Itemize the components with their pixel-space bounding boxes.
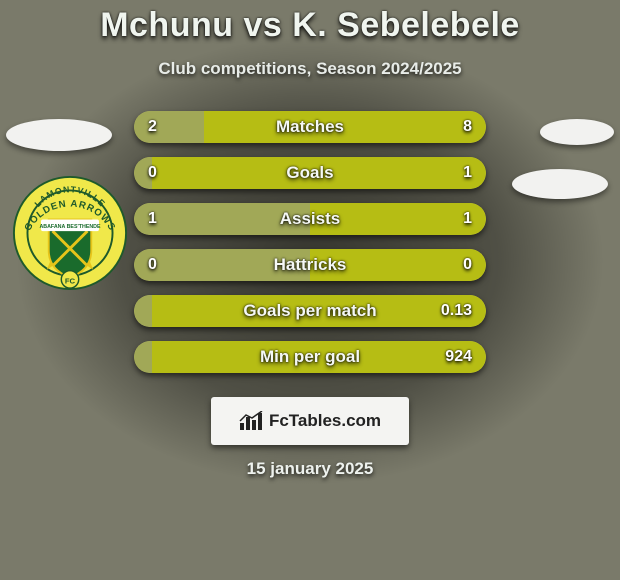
stat-label: Goals per match (134, 301, 486, 321)
stat-bar: 2Matches8 (134, 111, 486, 143)
watermark-badge: FcTables.com (211, 397, 409, 445)
stat-bar: Goals per match0.13 (134, 295, 486, 327)
stat-bar: 1Assists1 (134, 203, 486, 235)
player-left-photo-placeholder (6, 119, 112, 151)
bar-chart-icon (239, 411, 263, 431)
stat-label: Matches (134, 117, 486, 137)
generated-date: 15 january 2025 (0, 459, 620, 479)
comparison-panel: LAMONTVILLE GOLDEN ARROWS ABAFANA BES'TH… (0, 103, 620, 580)
stat-label: Min per goal (134, 347, 486, 367)
stats-bars: 2Matches80Goals11Assists10Hattricks0Goal… (134, 111, 486, 373)
watermark-text: FcTables.com (269, 411, 381, 431)
stat-label: Goals (134, 163, 486, 183)
player-right-photo-placeholder (540, 119, 614, 145)
stat-right-value: 924 (445, 348, 472, 366)
stat-right-value: 8 (463, 118, 472, 136)
page-title: Mchunu vs K. Sebelebele (100, 6, 520, 45)
stat-right-value: 1 (463, 210, 472, 228)
crest-fc-text: FC (65, 276, 76, 285)
stat-bar: 0Goals1 (134, 157, 486, 189)
stat-bar: Min per goal924 (134, 341, 486, 373)
stat-label: Assists (134, 209, 486, 229)
crest-banner-text: ABAFANA BES'THENDE (39, 224, 101, 230)
stat-right-value: 0.13 (441, 302, 472, 320)
stat-label: Hattricks (134, 255, 486, 275)
stat-right-value: 0 (463, 256, 472, 274)
stat-bar: 0Hattricks0 (134, 249, 486, 281)
player-left-club-crest: LAMONTVILLE GOLDEN ARROWS ABAFANA BES'TH… (12, 175, 128, 291)
season-subtitle: Club competitions, Season 2024/2025 (158, 59, 461, 79)
player-right-club-placeholder (512, 169, 608, 199)
stat-right-value: 1 (463, 164, 472, 182)
